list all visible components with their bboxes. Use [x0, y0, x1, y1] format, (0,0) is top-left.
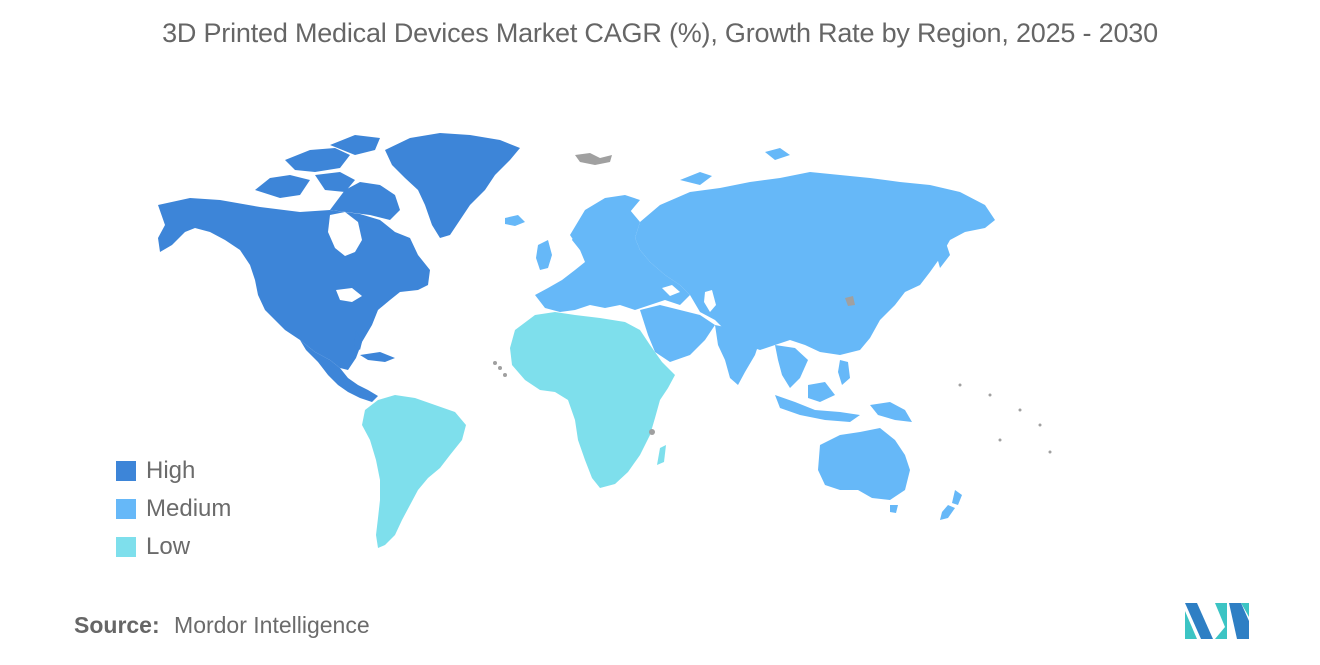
- mordor-logo-icon: [1185, 603, 1249, 639]
- swatch-medium: [116, 499, 136, 519]
- legend-item-low: Low: [116, 528, 231, 566]
- swatch-high: [116, 461, 136, 481]
- legend-item-high: High: [116, 452, 231, 490]
- region-north-america: [158, 133, 520, 402]
- legend: High Medium Low: [116, 452, 231, 566]
- region-asia-pacific: [635, 148, 995, 520]
- region-europe: [505, 195, 690, 312]
- source-line: Source: Mordor Intelligence: [74, 612, 370, 639]
- region-south-america: [362, 395, 466, 548]
- region-africa: [510, 312, 675, 488]
- no-data-areas: [493, 153, 1052, 454]
- source-key: Source:: [74, 612, 160, 638]
- source-value: Mordor Intelligence: [174, 612, 370, 638]
- swatch-low: [116, 537, 136, 557]
- legend-label: Medium: [146, 495, 232, 522]
- chart-title: 3D Printed Medical Devices Market CAGR (…: [162, 18, 1158, 48]
- legend-label: High: [146, 457, 196, 484]
- legend-label: Low: [146, 533, 191, 560]
- legend-item-medium: Medium: [116, 490, 231, 528]
